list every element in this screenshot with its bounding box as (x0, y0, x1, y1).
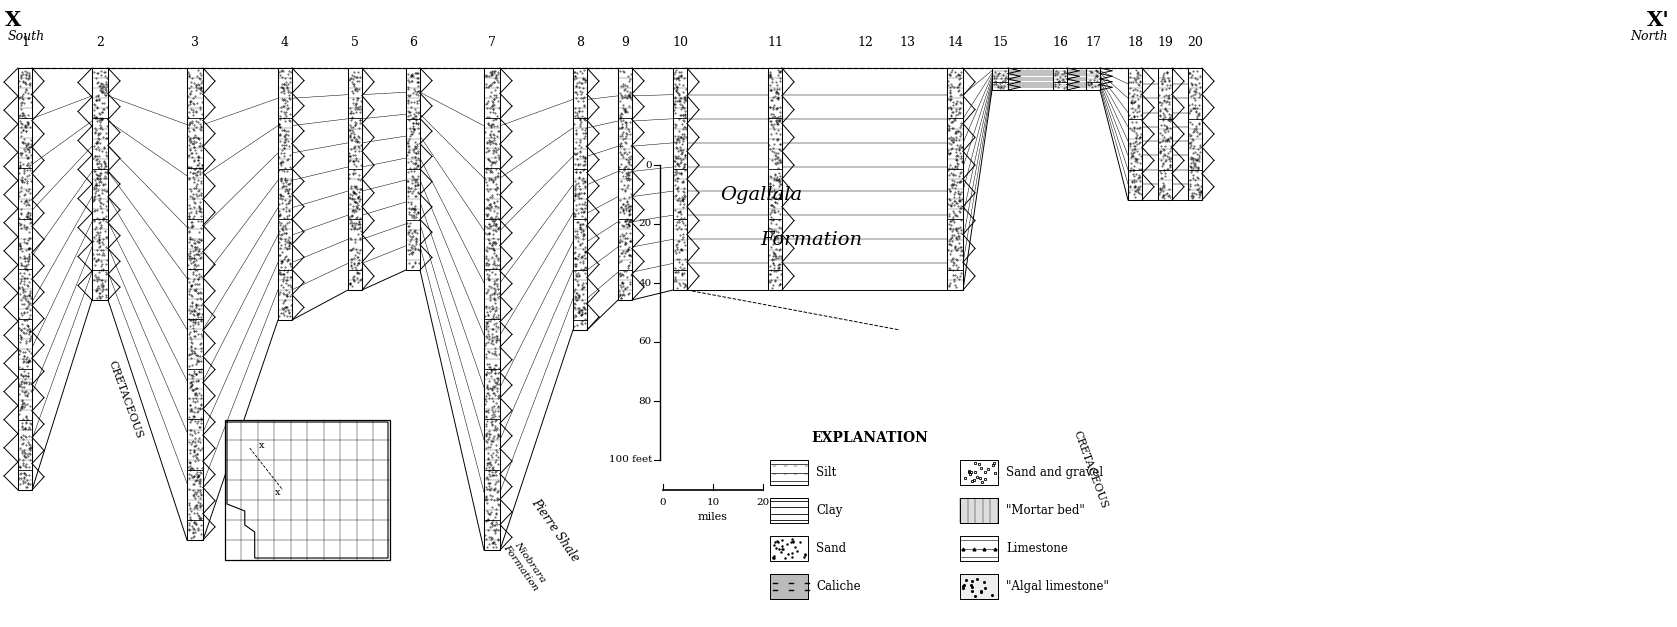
Text: x: x (258, 441, 263, 450)
Text: North: North (1630, 30, 1669, 43)
Text: 2: 2 (96, 36, 104, 49)
Text: 17: 17 (1085, 36, 1100, 49)
Bar (1129, 68, 1142, 200)
Bar (770, 574, 808, 599)
Bar (770, 498, 808, 523)
Bar (406, 68, 419, 270)
Bar (770, 536, 808, 561)
Text: 0: 0 (646, 161, 652, 169)
Text: "Algal limestone": "Algal limestone" (1006, 580, 1108, 593)
Bar (225, 420, 391, 560)
Text: X': X' (1647, 10, 1670, 30)
Text: South: South (8, 30, 45, 43)
Bar (768, 68, 781, 290)
Text: 13: 13 (899, 36, 916, 49)
Text: Niobrara
Formation: Niobrara Formation (501, 537, 548, 593)
Text: CRETACEOUS: CRETACEOUS (106, 360, 144, 440)
Text: Clay: Clay (817, 504, 842, 517)
Text: Ogallala: Ogallala (719, 186, 802, 204)
Bar (92, 68, 107, 300)
Text: x: x (275, 488, 280, 497)
Bar (349, 68, 362, 290)
Text: Silt: Silt (817, 466, 837, 479)
Bar (959, 574, 998, 599)
Text: miles: miles (698, 512, 728, 522)
Bar (959, 574, 998, 599)
Text: 20: 20 (756, 498, 770, 507)
Text: 5: 5 (350, 36, 359, 49)
Bar (278, 68, 292, 320)
Bar (619, 68, 632, 300)
Bar (770, 574, 808, 599)
Bar (1187, 68, 1202, 200)
Text: 14: 14 (948, 36, 963, 49)
Text: EXPLANATION: EXPLANATION (812, 431, 929, 445)
Text: CRETACEOUS: CRETACEOUS (1072, 429, 1108, 510)
Text: 20: 20 (1187, 36, 1202, 49)
Text: Formation: Formation (760, 231, 862, 249)
Text: 40: 40 (639, 278, 652, 288)
Bar (1087, 68, 1100, 90)
Text: X: X (5, 10, 22, 30)
Text: 9: 9 (620, 36, 629, 49)
Bar (672, 68, 688, 290)
Text: 20: 20 (639, 219, 652, 228)
Text: 15: 15 (993, 36, 1008, 49)
Text: 7: 7 (488, 36, 496, 49)
Bar (959, 498, 998, 523)
Bar (959, 498, 998, 523)
Text: 100 feet: 100 feet (609, 455, 652, 465)
Text: 6: 6 (409, 36, 418, 49)
Bar (959, 498, 998, 523)
Text: 60: 60 (639, 337, 652, 347)
Bar (574, 68, 587, 330)
Bar (770, 460, 808, 485)
Text: 19: 19 (1157, 36, 1172, 49)
Text: 11: 11 (766, 36, 783, 49)
Text: 18: 18 (1127, 36, 1144, 49)
Bar (1053, 68, 1067, 90)
Bar (993, 68, 1008, 90)
Bar (1159, 68, 1172, 200)
Text: 10: 10 (672, 36, 688, 49)
Bar (18, 68, 32, 490)
Text: 16: 16 (1051, 36, 1068, 49)
Text: Sand and gravel: Sand and gravel (1006, 466, 1103, 479)
Bar (959, 574, 998, 599)
Bar (959, 460, 998, 485)
Text: 1: 1 (22, 36, 29, 49)
Text: 3: 3 (191, 36, 200, 49)
Bar (770, 574, 808, 599)
Bar (959, 536, 998, 561)
Text: 10: 10 (706, 498, 719, 507)
Bar (948, 68, 963, 290)
Text: 12: 12 (857, 36, 874, 49)
Text: Pierre Shale: Pierre Shale (528, 496, 582, 564)
Text: 0: 0 (659, 498, 666, 507)
Text: 8: 8 (575, 36, 584, 49)
Bar (188, 68, 203, 540)
Text: Sand: Sand (817, 542, 847, 555)
Text: "Mortar bed": "Mortar bed" (1006, 504, 1085, 517)
Bar (485, 68, 500, 550)
Text: Limestone: Limestone (1006, 542, 1068, 555)
Text: 80: 80 (639, 396, 652, 406)
Text: Caliche: Caliche (817, 580, 860, 593)
Text: 4: 4 (282, 36, 288, 49)
